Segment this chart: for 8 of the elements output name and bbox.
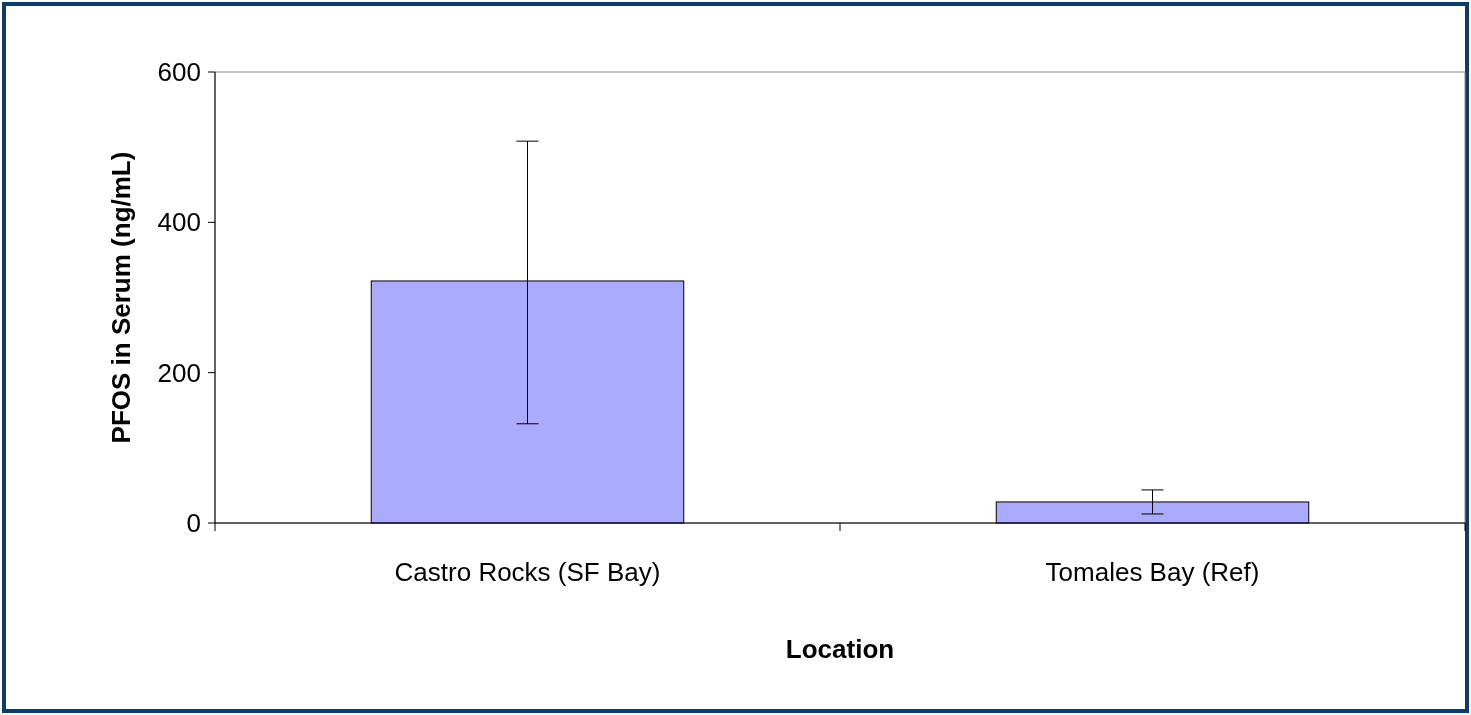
y-tick-label: 0 — [186, 508, 201, 539]
y-axis-title: PFOS in Serum (ng/mL) — [106, 151, 136, 444]
x-tick-label: Tomales Bay (Ref) — [1045, 557, 1260, 587]
x-axis-title: Location — [785, 634, 895, 664]
y-tick-label: 600 — [157, 57, 201, 88]
y-tick-label: 400 — [157, 207, 201, 238]
x-tick-label: Castro Rocks (SF Bay) — [394, 557, 661, 587]
y-tick-label: 200 — [157, 357, 201, 388]
